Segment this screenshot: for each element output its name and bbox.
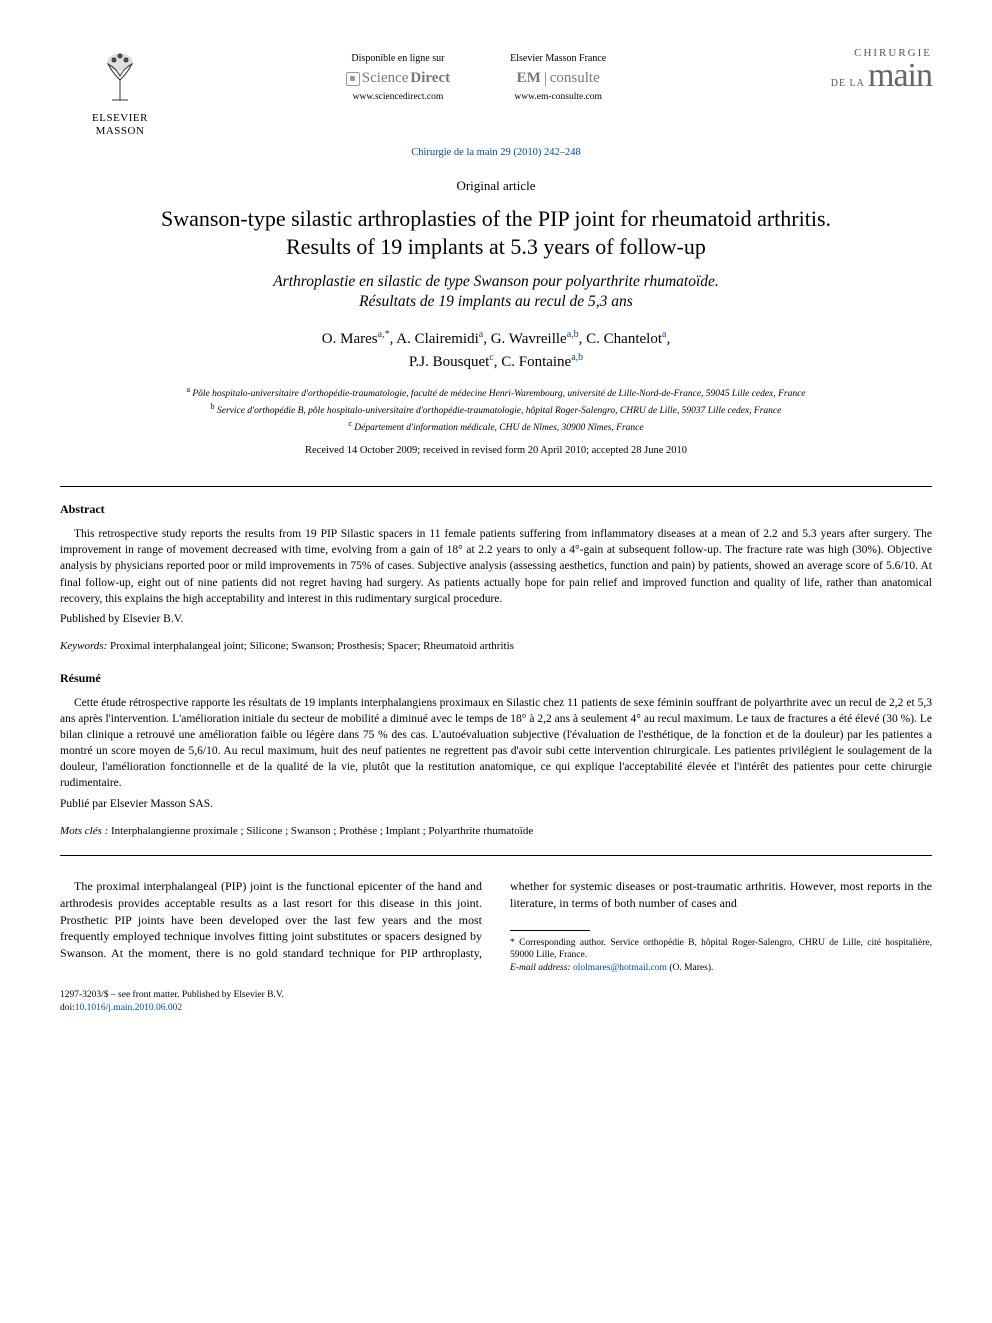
publisher-name-l1: ELSEVIER bbox=[92, 112, 148, 124]
citation[interactable]: Chirurgie de la main 29 (2010) 242–248 bbox=[60, 146, 932, 161]
rule-top bbox=[60, 486, 932, 487]
email-attr: (O. Mares). bbox=[667, 963, 713, 973]
authors: O. Maresa,*, A. Clairemidia, G. Wavreill… bbox=[60, 327, 932, 374]
sciencedirect-icon bbox=[346, 72, 360, 86]
author-1: O. Mares bbox=[322, 331, 378, 347]
footnote-rule bbox=[510, 930, 590, 931]
abstract-fr-label: Résumé bbox=[60, 670, 932, 687]
fm-line1: 1297-3203/$ – see front matter. Publishe… bbox=[60, 990, 284, 1000]
publisher-name-l2: MASSON bbox=[96, 125, 145, 137]
author-6-affil[interactable]: a,b bbox=[571, 352, 583, 363]
abstract-en-text: This retrospective study reports the res… bbox=[60, 526, 932, 606]
doi-link[interactable]: 10.1016/j.main.2010.06.002 bbox=[75, 1003, 182, 1013]
corresponding-author: * Corresponding author. Service orthopéd… bbox=[510, 937, 932, 975]
body-text: The proximal interphalangeal (PIP) joint… bbox=[60, 878, 932, 975]
abstract-en-label: Abstract bbox=[60, 501, 932, 518]
sd-topline: Disponible en ligne sur bbox=[346, 52, 450, 66]
affiliations: a Pôle hospitalo-universitaire d'orthopé… bbox=[60, 384, 932, 436]
abstract-en-pubby: Published by Elsevier B.V. bbox=[60, 611, 932, 627]
sd-brand-right: Direct bbox=[410, 68, 450, 89]
emconsulte-block[interactable]: Elsevier Masson France EM consulte www.em… bbox=[510, 52, 606, 104]
sep3: , C. Chantelot bbox=[579, 331, 662, 347]
abstract-fr-pubby: Publié par Elsevier Masson SAS. bbox=[60, 796, 932, 812]
title-fr-l1: Arthroplastie en silastic de type Swanso… bbox=[273, 273, 719, 290]
kw-fr-label: Mots clés : bbox=[60, 825, 108, 837]
journal-dela: DE LA bbox=[831, 78, 865, 89]
header-links: Disponible en ligne sur ScienceDirect ww… bbox=[180, 48, 772, 104]
rule-bottom bbox=[60, 855, 932, 856]
journal-logo: CHIRURGIE DE LA main bbox=[772, 48, 932, 93]
title-en-l1: Swanson-type silastic arthroplasties of … bbox=[161, 206, 831, 231]
publisher-name: ELSEVIER MASSON bbox=[92, 112, 148, 138]
sd-brand: ScienceDirect bbox=[346, 68, 450, 89]
sep5: , C. Fontaine bbox=[494, 354, 572, 370]
affil-a: Pôle hospitalo-universitaire d'orthopédi… bbox=[190, 389, 806, 399]
abstract-fr-text: Cette étude rétrospective rapporte les r… bbox=[60, 695, 932, 792]
sep1: , A. Clairemidi bbox=[390, 331, 479, 347]
em-topline: Elsevier Masson France bbox=[510, 52, 606, 66]
title-fr-l2: Résultats de 19 implants au recul de 5,3… bbox=[359, 293, 633, 310]
affil-c: Département d'information médicale, CHU … bbox=[352, 424, 644, 434]
journal-big: main bbox=[868, 57, 932, 94]
em-url[interactable]: www.em-consulte.com bbox=[510, 91, 606, 104]
elsevier-tree-icon bbox=[90, 48, 150, 108]
keywords-fr: Mots clés : Interphalangienne proximale … bbox=[60, 824, 932, 839]
sep4: , bbox=[666, 331, 670, 347]
publisher-logo: ELSEVIER MASSON bbox=[60, 48, 180, 138]
kw-en-label: Keywords: bbox=[60, 640, 107, 652]
sep2: , G. Wavreille bbox=[483, 331, 567, 347]
corr-label: * Corresponding author. bbox=[510, 938, 606, 948]
article-dates: Received 14 October 2009; received in re… bbox=[60, 444, 932, 459]
sd-brand-left: Science bbox=[362, 68, 409, 89]
doi-label: doi: bbox=[60, 1003, 75, 1013]
article-type: Original article bbox=[60, 177, 932, 195]
title-english: Swanson-type silastic arthroplasties of … bbox=[60, 205, 932, 260]
title-en-l2: Results of 19 implants at 5.3 years of f… bbox=[286, 234, 706, 259]
em-brand: EM consulte bbox=[510, 68, 606, 89]
author-1-affil[interactable]: a,* bbox=[378, 329, 390, 340]
em-brand-left: EM bbox=[517, 68, 541, 89]
keywords-en: Keywords: Proximal interphalangeal joint… bbox=[60, 639, 932, 654]
title-french: Arthroplastie en silastic de type Swanso… bbox=[60, 272, 932, 312]
author-3-affil[interactable]: a,b bbox=[567, 329, 579, 340]
author-5: P.J. Bousquet bbox=[409, 354, 489, 370]
kw-fr-list: Interphalangienne proximale ; Silicone ;… bbox=[108, 825, 533, 837]
affil-b: Service d'orthopédie B, pôle hospitalo-u… bbox=[215, 406, 782, 416]
kw-en-list: Proximal interphalangeal joint; Silicone… bbox=[107, 640, 514, 652]
email-label: E-mail address: bbox=[510, 963, 571, 973]
front-matter: 1297-3203/$ – see front matter. Publishe… bbox=[60, 989, 932, 1015]
corr-email[interactable]: ololmares@hotmail.com bbox=[571, 963, 667, 973]
sd-url[interactable]: www.sciencedirect.com bbox=[346, 91, 450, 104]
em-brand-right: consulte bbox=[550, 68, 600, 89]
sciencedirect-block[interactable]: Disponible en ligne sur ScienceDirect ww… bbox=[346, 52, 450, 104]
header: ELSEVIER MASSON Disponible en ligne sur … bbox=[60, 48, 932, 138]
